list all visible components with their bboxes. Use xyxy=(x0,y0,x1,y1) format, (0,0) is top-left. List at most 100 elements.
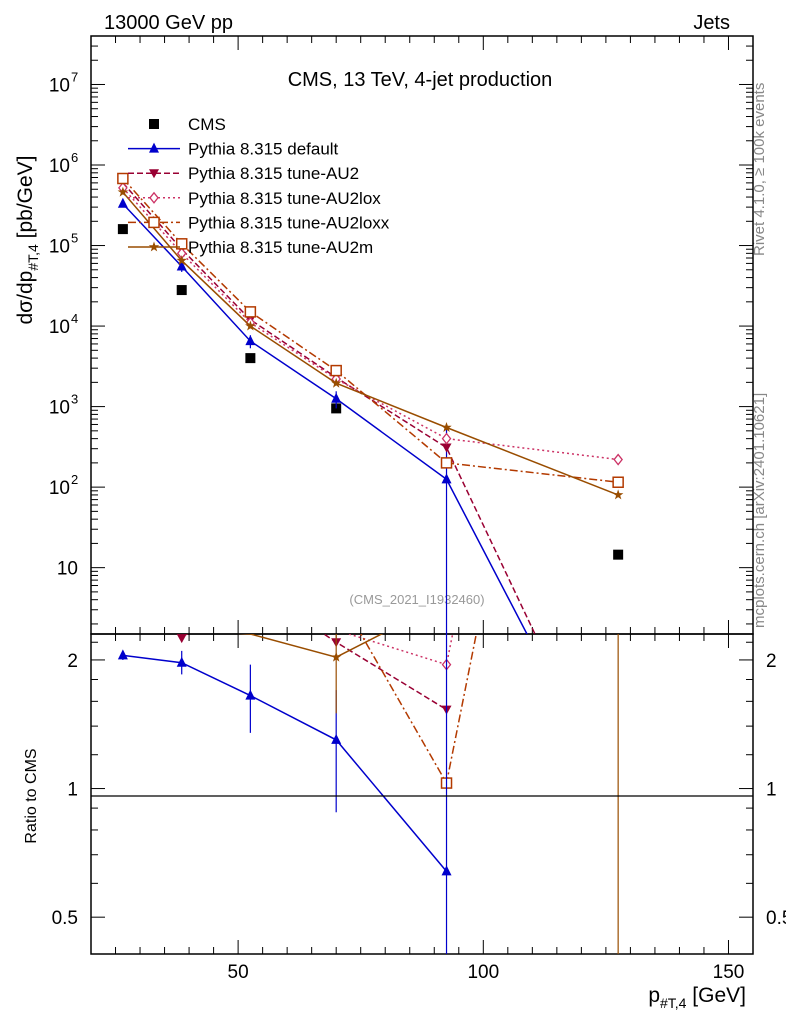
data-point xyxy=(612,489,624,500)
mcplots-side-label: mcplots.cern.ch [arXiv:2401.10621] xyxy=(751,393,768,628)
main-y-tick-exponent: 2 xyxy=(71,472,78,487)
main-y-axis-label: dσ/dp#T,4 [pb/GeV] xyxy=(14,155,41,324)
ratio-line xyxy=(122,654,448,872)
series-pythia-8-315-tune-au2m xyxy=(117,186,624,500)
main-y-tick-label: 10 xyxy=(49,317,70,338)
legend-entry: CMS xyxy=(149,115,226,134)
ratio-pythia-8-315-default xyxy=(117,649,452,876)
legend-marker xyxy=(149,191,159,204)
ratio-point xyxy=(176,634,187,644)
data-point xyxy=(440,457,453,469)
ratio-y-tick-label-left: 2 xyxy=(67,651,78,672)
main-y-tick-label: 10 xyxy=(49,398,70,419)
legend-entry: Pythia 8.315 tune-AU2lox xyxy=(128,189,381,208)
ratio-pythia-8-315-tune-au2lox xyxy=(346,634,454,671)
ratio-line xyxy=(360,634,478,786)
data-point xyxy=(117,224,128,235)
data-point xyxy=(245,353,256,364)
ratio-y-tick-label-right: 2 xyxy=(766,651,777,672)
data-point xyxy=(612,476,624,488)
legend-marker xyxy=(149,169,159,179)
x-label-unit: [GeV] xyxy=(686,984,746,1007)
legend-label: Pythia 8.315 default xyxy=(188,140,339,159)
main-series-layer xyxy=(117,172,624,634)
main-y-tick-exponent: 4 xyxy=(71,311,78,326)
legend: CMS Pythia 8.315 default Pythia 8.315 tune… xyxy=(128,115,390,257)
data-point xyxy=(176,255,187,266)
data-point xyxy=(441,443,452,453)
legend-label: Pythia 8.315 tune-AU2loxx xyxy=(188,213,390,232)
ratio-line xyxy=(237,634,384,658)
data-point xyxy=(175,238,188,250)
legend-marker xyxy=(148,241,160,252)
main-y-ticks xyxy=(91,35,753,625)
main-y-tick-label: 10 xyxy=(49,75,70,96)
x-tick-label: 50 xyxy=(228,962,249,983)
main-y-tick-exponent: 6 xyxy=(71,150,78,165)
series-line xyxy=(122,177,619,483)
ratio-line xyxy=(178,634,447,711)
main-y-tick-label: 10 xyxy=(49,156,70,177)
legend-entry: Pythia 8.315 default xyxy=(128,140,339,159)
legend-entry: Pythia 8.315 tune-AU2m xyxy=(128,238,373,257)
ratio-y-tick-labels: 0.5 0.5 1 1 2 2 xyxy=(52,651,786,929)
header-category-label: Jets xyxy=(693,12,730,34)
data-point xyxy=(441,432,452,445)
data-point xyxy=(117,186,129,197)
main-y-tick-label: 10 xyxy=(49,237,70,258)
data-point xyxy=(441,473,452,484)
y-label-base: dσ/dp xyxy=(14,271,37,325)
series-line xyxy=(122,191,619,496)
data-point xyxy=(613,549,624,560)
data-point xyxy=(441,422,452,432)
series-pythia-8-315-tune-au2 xyxy=(117,178,536,634)
data-point xyxy=(245,335,256,346)
legend-entry: Pythia 8.315 tune-AU2loxx xyxy=(128,213,390,232)
x-label-base: p xyxy=(648,984,660,1007)
chart-title: CMS, 13 TeV, 4-jet production xyxy=(288,69,553,91)
series-line xyxy=(122,187,619,461)
legend-label: Pythia 8.315 tune-AU2m xyxy=(188,238,373,257)
y-label-unit: [pb/GeV] xyxy=(14,155,37,244)
data-point xyxy=(117,172,129,185)
legend-marker xyxy=(148,216,160,229)
data-point xyxy=(176,260,187,271)
x-ticks xyxy=(115,36,729,954)
x-axis-label: p#T,4 [GeV] xyxy=(648,984,746,1011)
data-point xyxy=(331,377,342,388)
ratio-y-axis-label: Ratio to CMS xyxy=(23,748,40,843)
series-pythia-8-315-tune-au2loxx xyxy=(117,172,624,488)
data-point xyxy=(117,197,128,208)
ratio-line xyxy=(346,634,454,666)
data-point xyxy=(176,285,187,296)
analysis-watermark: (CMS_2021_I1932460) xyxy=(349,592,484,607)
legend-label: Pythia 8.315 tune-AU2 xyxy=(188,164,359,183)
data-point xyxy=(613,453,623,466)
series-cms xyxy=(117,224,624,560)
series-line xyxy=(122,203,528,634)
rivet-side-label: Rivet 4.1.0, ≥ 100k events xyxy=(751,83,768,256)
legend-label: Pythia 8.315 tune-AU2lox xyxy=(188,189,381,208)
ratio-y-ticks xyxy=(91,641,753,918)
series-pythia-8-315-default xyxy=(117,197,528,634)
legend-marker xyxy=(149,119,159,129)
legend-entry: Pythia 8.315 tune-AU2 xyxy=(128,164,359,183)
main-y-tick-exponent: 5 xyxy=(71,231,78,246)
x-label-subscript: #T,4 xyxy=(660,995,687,1011)
main-y-tick-label: 10 xyxy=(57,559,78,580)
ratio-y-tick-label-right: 1 xyxy=(766,780,777,801)
main-y-tick-exponent: 3 xyxy=(71,392,78,407)
ratio-y-tick-label-left: 1 xyxy=(67,780,78,801)
x-tick-labels: 50 100 150 xyxy=(228,962,745,983)
data-point xyxy=(244,306,257,318)
ratio-series-layer xyxy=(117,634,619,954)
x-tick-label: 100 xyxy=(467,962,499,983)
main-y-tick-exponent: 7 xyxy=(71,69,78,84)
header-process-label: 13000 GeV pp xyxy=(104,12,233,34)
ratio-plot-frame xyxy=(90,633,754,955)
legend-label: CMS xyxy=(188,115,226,134)
y-label-subscript: #T,4 xyxy=(25,244,41,271)
data-point xyxy=(331,392,342,403)
